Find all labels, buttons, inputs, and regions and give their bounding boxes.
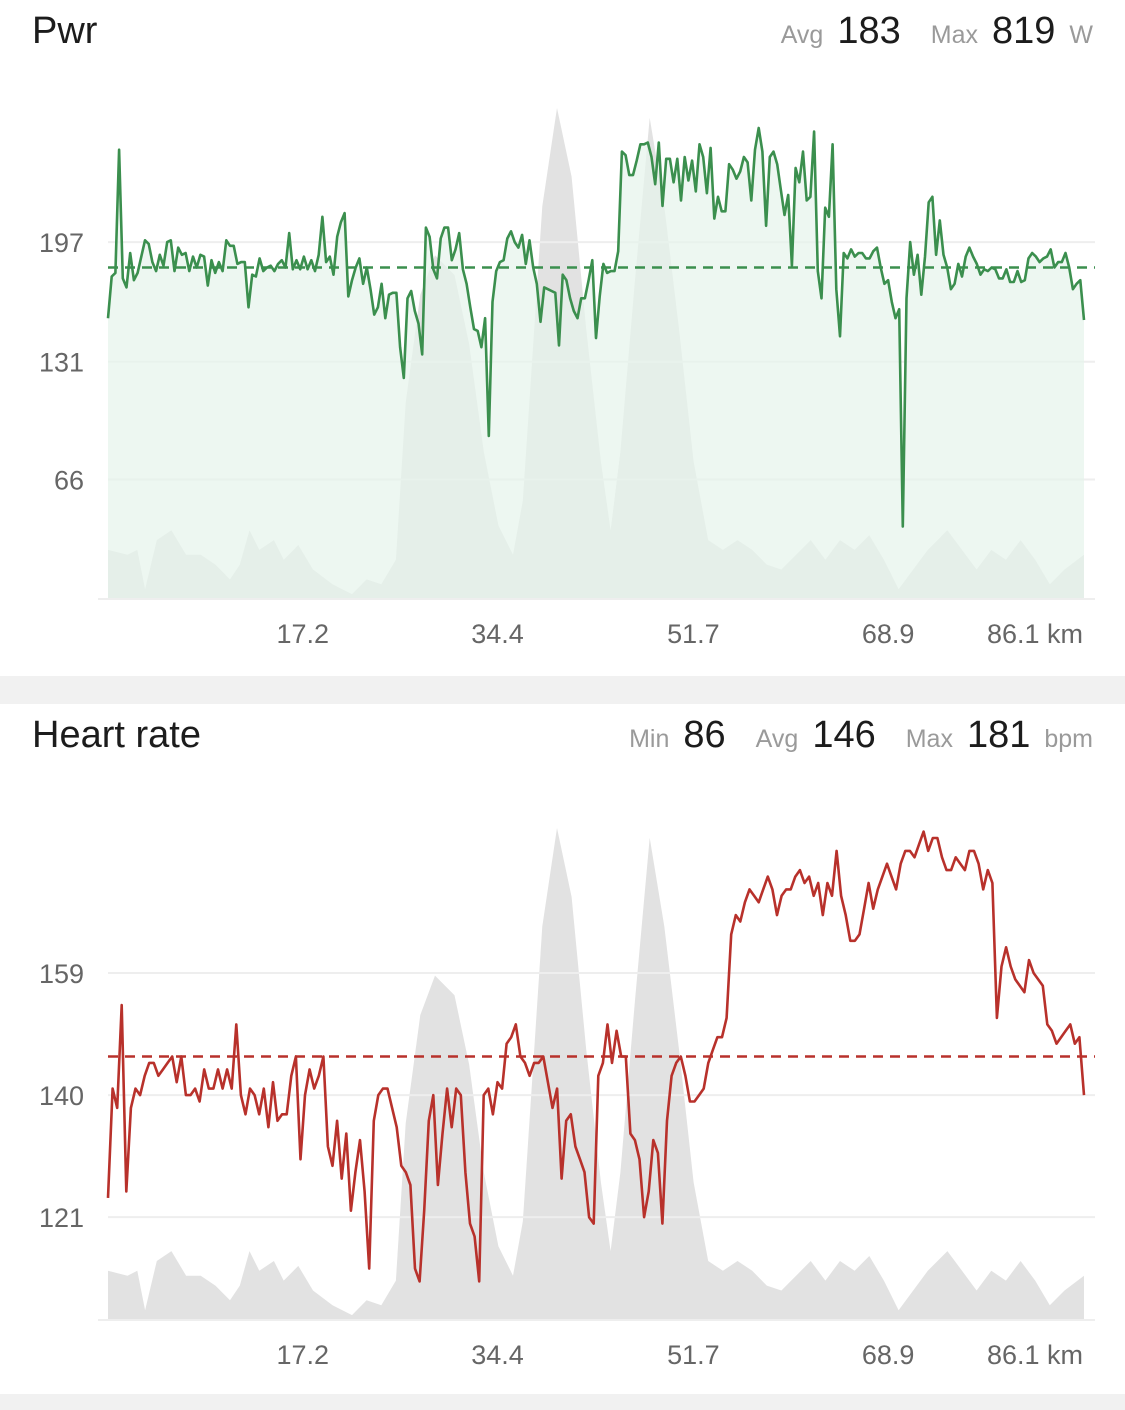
hr-max-label: Max xyxy=(905,725,953,753)
y-tick-label: 140 xyxy=(39,1081,84,1111)
y-tick-label: 197 xyxy=(39,228,84,258)
hr-min-label: Min xyxy=(629,725,670,753)
y-tick-label: 131 xyxy=(39,348,84,378)
power-avg-value: 183 xyxy=(837,10,901,52)
heart-rate-title: Heart rate xyxy=(32,714,201,756)
series-area xyxy=(108,128,1084,599)
y-tick-label: 66 xyxy=(54,465,84,495)
x-tick-label: 51.7 xyxy=(667,1340,720,1370)
x-tick-label: 68.9 xyxy=(862,619,915,649)
x-tick-label: 86.1 km xyxy=(987,619,1083,649)
hr-avg-label: Avg xyxy=(755,725,799,753)
power-title: Pwr xyxy=(32,10,98,52)
power-chart[interactable]: 66 131 197 17.2 34.4 51.7 68.9 86.1 km xyxy=(0,0,1125,676)
section-divider xyxy=(0,676,1125,704)
power-stats: Avg 183 Max 819 W xyxy=(781,8,1093,58)
y-tick-label: 159 xyxy=(39,959,84,989)
hr-unit: bpm xyxy=(1044,725,1093,753)
series-line xyxy=(106,830,1086,1283)
x-tick-label: 68.9 xyxy=(862,1340,915,1370)
elevation-profile xyxy=(108,828,1084,1320)
section-divider xyxy=(0,1394,1125,1410)
x-tick-label: 34.4 xyxy=(471,619,524,649)
heart-rate-stats: Min 86 Avg 146 Max 181 bpm xyxy=(629,712,1093,762)
power-unit: W xyxy=(1069,21,1093,49)
x-tick-label: 34.4 xyxy=(471,1340,524,1370)
hr-avg-value: 146 xyxy=(812,714,876,756)
heart-rate-panel: Heart rate Min 86 Avg 146 Max 181 bpm 12… xyxy=(0,704,1125,1394)
hr-max-value: 181 xyxy=(966,714,1031,756)
x-tick-label: 17.2 xyxy=(276,619,329,649)
power-panel: Pwr Avg 183 Max 819 W 66 131 197 17.2 34.4 51… xyxy=(0,0,1125,676)
x-tick-label: 86.1 km xyxy=(987,1340,1083,1370)
hr-min-value: 86 xyxy=(683,714,726,756)
heart-rate-chart[interactable]: 121 140 159 17.2 34.4 51.7 68.9 86.1 km xyxy=(0,704,1125,1394)
x-tick-label: 17.2 xyxy=(276,1340,329,1370)
y-tick-label: 121 xyxy=(39,1203,84,1233)
x-tick-label: 51.7 xyxy=(667,619,720,649)
series-line xyxy=(106,126,1086,528)
power-avg-label: Avg xyxy=(780,21,824,49)
power-max-value: 819 xyxy=(991,10,1056,52)
power-max-label: Max xyxy=(930,21,978,49)
